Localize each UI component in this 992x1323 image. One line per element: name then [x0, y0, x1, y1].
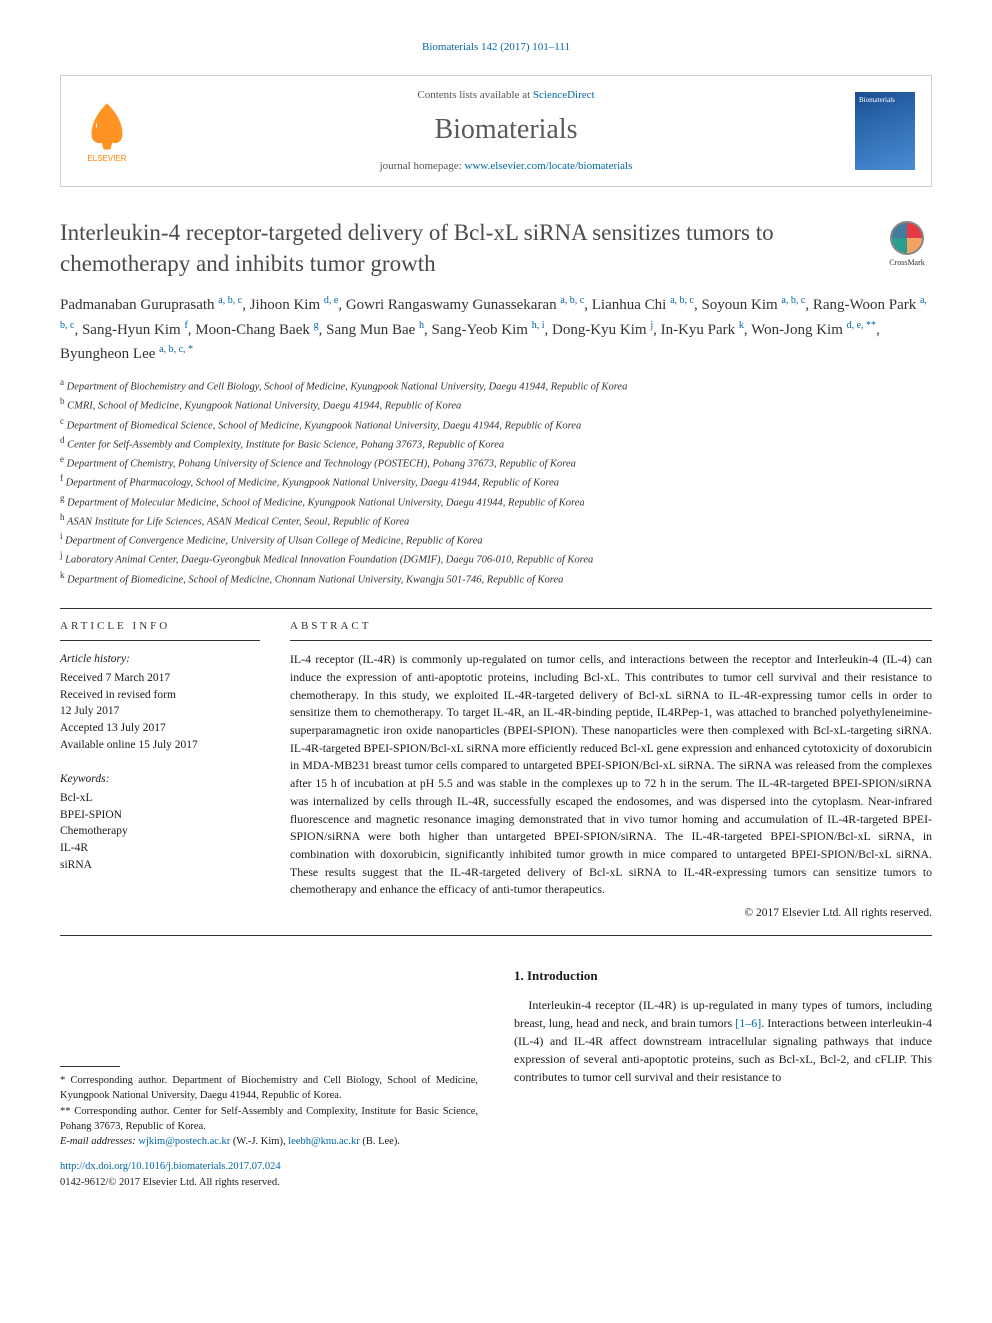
doi-link[interactable]: http://dx.doi.org/10.1016/j.biomaterials…: [60, 1161, 281, 1172]
keyword-item: Bcl-xL: [60, 790, 260, 807]
elsevier-logo: ELSEVIER: [77, 99, 137, 164]
left-body-column: * Corresponding author. Department of Bi…: [60, 966, 478, 1191]
history-line: Received in revised form: [60, 687, 260, 704]
affiliation-item: b CMRI, School of Medicine, Kyungpook Na…: [60, 395, 932, 414]
history-line: Received 7 March 2017: [60, 670, 260, 687]
sciencedirect-link[interactable]: ScienceDirect: [533, 89, 595, 101]
article-title: Interleukin-4 receptor-targeted delivery…: [60, 217, 862, 279]
affiliation-item: c Department of Biomedical Science, Scho…: [60, 415, 932, 434]
keyword-item: IL-4R: [60, 840, 260, 857]
affiliation-item: h ASAN Institute for Life Sciences, ASAN…: [60, 511, 932, 530]
article-info-heading: article info: [60, 609, 260, 641]
email-addresses: E-mail addresses: wjkim@postech.ac.kr (W…: [60, 1134, 478, 1149]
journal-cover-thumb: [855, 92, 915, 170]
affiliation-item: e Department of Chemistry, Pohang Univer…: [60, 453, 932, 472]
abstract-body: IL-4 receptor (IL-4R) is commonly up-reg…: [290, 651, 932, 899]
keywords-label: Keywords:: [60, 771, 260, 788]
history-line: Accepted 13 July 2017: [60, 720, 260, 737]
corresponding-author-2: ** Corresponding author. Center for Self…: [60, 1104, 478, 1134]
abstract-copyright: © 2017 Elsevier Ltd. All rights reserved…: [290, 905, 932, 921]
affiliation-item: i Department of Convergence Medicine, Un…: [60, 530, 932, 549]
article-history-label: Article history:: [60, 651, 260, 668]
introduction-paragraph: Interleukin-4 receptor (IL-4R) is up-reg…: [514, 996, 932, 1086]
issn-copyright: 0142-9612/© 2017 Elsevier Ltd. All right…: [60, 1175, 478, 1191]
introduction-heading: 1. Introduction: [514, 966, 932, 986]
affiliation-list: a Department of Biochemistry and Cell Bi…: [60, 376, 932, 588]
affiliation-item: j Laboratory Animal Center, Daegu-Gyeong…: [60, 549, 932, 568]
crossmark-label: CrossMark: [882, 257, 932, 268]
corresponding-author-1: * Corresponding author. Department of Bi…: [60, 1073, 478, 1103]
header-citation: Biomaterials 142 (2017) 101–111: [60, 40, 932, 55]
history-line: 12 July 2017: [60, 703, 260, 720]
ref-link[interactable]: [1–6]: [735, 1016, 761, 1030]
author-list: Padmanaban Guruprasath a, b, c, Jihoon K…: [60, 293, 932, 366]
journal-homepage-link[interactable]: www.elsevier.com/locate/biomaterials: [465, 160, 633, 172]
crossmark-badge[interactable]: CrossMark: [882, 221, 932, 268]
abstract-heading: abstract: [290, 609, 932, 641]
keyword-item: BPEI-SPION: [60, 807, 260, 824]
history-line: Available online 15 July 2017: [60, 737, 260, 754]
affiliation-item: a Department of Biochemistry and Cell Bi…: [60, 376, 932, 395]
affiliation-item: g Department of Molecular Medicine, Scho…: [60, 492, 932, 511]
email-link-1[interactable]: wjkim@postech.ac.kr: [138, 1136, 230, 1147]
keyword-item: siRNA: [60, 857, 260, 874]
contents-lists-line: Contents lists available at ScienceDirec…: [157, 88, 855, 103]
journal-name: Biomaterials: [157, 110, 855, 149]
journal-header-box: ELSEVIER Contents lists available at Sci…: [60, 75, 932, 187]
email-link-2[interactable]: leebh@knu.ac.kr: [288, 1136, 359, 1147]
journal-homepage-line: journal homepage: www.elsevier.com/locat…: [157, 159, 855, 174]
svg-text:ELSEVIER: ELSEVIER: [87, 154, 126, 163]
crossmark-icon: [890, 221, 924, 255]
affiliation-item: d Center for Self-Assembly and Complexit…: [60, 434, 932, 453]
affiliation-item: k Department of Biomedicine, School of M…: [60, 569, 932, 588]
article-history: Received 7 March 2017Received in revised…: [60, 670, 260, 753]
affiliation-item: f Department of Pharmacology, School of …: [60, 472, 932, 491]
keyword-item: Chemotherapy: [60, 823, 260, 840]
keywords-list: Bcl-xLBPEI-SPIONChemotherapyIL-4RsiRNA: [60, 790, 260, 873]
right-body-column: 1. Introduction Interleukin-4 receptor (…: [514, 966, 932, 1191]
